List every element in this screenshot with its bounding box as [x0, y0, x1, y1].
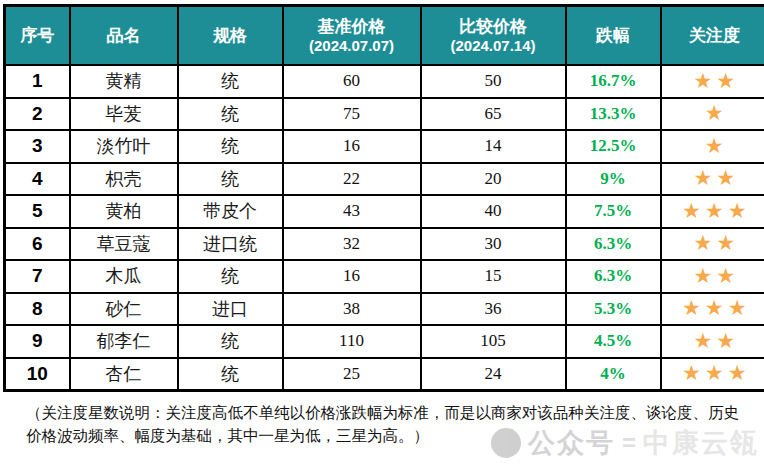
cell-compare-price: 15 [421, 260, 566, 293]
cell-base-price: 22 [283, 163, 421, 196]
star-rating: ★★ [661, 228, 764, 261]
table-row: 6 草豆蔻 进口统 32 30 6.3% ★★ [5, 228, 764, 261]
cell-spec: 带皮个 [178, 195, 283, 228]
cell-spec: 统 [178, 65, 283, 98]
cell-base-price: 32 [283, 228, 421, 261]
column-header-seq: 序号 [5, 6, 70, 66]
cell-seq: 5 [5, 195, 70, 228]
compare-price-title: 比较价格 [422, 16, 565, 37]
cell-name: 淡竹叶 [70, 130, 178, 163]
star-rating: ★ [661, 98, 764, 131]
cell-compare-price: 24 [421, 358, 566, 391]
cell-drop-pct: 4% [566, 358, 661, 391]
cell-seq: 9 [5, 325, 70, 358]
cell-drop-pct: 6.3% [566, 228, 661, 261]
cell-drop-pct: 5.3% [566, 293, 661, 326]
cell-spec: 进口统 [178, 228, 283, 261]
cell-base-price: 38 [283, 293, 421, 326]
table-row: 3 淡竹叶 统 16 14 12.5% ★ [5, 130, 764, 163]
cell-drop-pct: 4.5% [566, 325, 661, 358]
table-row: 5 黄柏 带皮个 43 40 7.5% ★★★ [5, 195, 764, 228]
cell-seq: 8 [5, 293, 70, 326]
cell-name: 黄柏 [70, 195, 178, 228]
cell-drop-pct: 12.5% [566, 130, 661, 163]
star-rating: ★★ [661, 163, 764, 196]
column-header-spec: 规格 [178, 6, 283, 66]
cell-drop-pct: 7.5% [566, 195, 661, 228]
star-rating: ★★★ [661, 195, 764, 228]
cell-name: 草豆蔻 [70, 228, 178, 261]
table-row: 4 枳壳 统 22 20 9% ★★ [5, 163, 764, 196]
cell-spec: 统 [178, 130, 283, 163]
table-row: 2 毕茇 统 75 65 13.3% ★ [5, 98, 764, 131]
column-header-compare-price: 比较价格 (2024.07.14) [421, 6, 566, 66]
cell-compare-price: 20 [421, 163, 566, 196]
header-row: 序号 品名 规格 基准价格 (2024.07.07) 比较价格 (2024.07… [5, 6, 764, 66]
column-header-attention: 关注度 [661, 6, 764, 66]
cell-spec: 统 [178, 358, 283, 391]
cell-base-price: 25 [283, 358, 421, 391]
cell-seq: 3 [5, 130, 70, 163]
cell-name: 木瓜 [70, 260, 178, 293]
cell-seq: 2 [5, 98, 70, 131]
star-rating: ★★★ [661, 293, 764, 326]
cell-drop-pct: 13.3% [566, 98, 661, 131]
cell-seq: 7 [5, 260, 70, 293]
cell-spec: 统 [178, 260, 283, 293]
base-price-date: (2024.07.07) [284, 37, 420, 56]
cell-base-price: 75 [283, 98, 421, 131]
cell-name: 枳壳 [70, 163, 178, 196]
star-rating: ★★ [661, 325, 764, 358]
table-row: 8 砂仁 进口 38 36 5.3% ★★★ [5, 293, 764, 326]
cell-compare-price: 50 [421, 65, 566, 98]
table-body: 1 黄精 统 60 50 16.7% ★★ 2 毕茇 统 75 65 13.3%… [5, 65, 764, 391]
table-row: 9 郁李仁 统 110 105 4.5% ★★ [5, 325, 764, 358]
cell-spec: 统 [178, 163, 283, 196]
cell-compare-price: 36 [421, 293, 566, 326]
star-rating: ★ [661, 130, 764, 163]
table-header: 序号 品名 规格 基准价格 (2024.07.07) 比较价格 (2024.07… [5, 6, 764, 66]
compare-price-date: (2024.07.14) [422, 37, 565, 56]
cell-name: 郁李仁 [70, 325, 178, 358]
cell-name: 毕茇 [70, 98, 178, 131]
cell-name: 砂仁 [70, 293, 178, 326]
table-row: 7 木瓜 统 16 15 6.3% ★★ [5, 260, 764, 293]
cell-seq: 1 [5, 65, 70, 98]
star-rating: ★★ [661, 65, 764, 98]
base-price-title: 基准价格 [284, 16, 420, 37]
cell-name: 杏仁 [70, 358, 178, 391]
cell-name: 黄精 [70, 65, 178, 98]
cell-base-price: 43 [283, 195, 421, 228]
cell-seq: 10 [5, 358, 70, 391]
column-header-name: 品名 [70, 6, 178, 66]
cell-spec: 统 [178, 98, 283, 131]
cell-base-price: 60 [283, 65, 421, 98]
cell-spec: 进口 [178, 293, 283, 326]
cell-base-price: 16 [283, 130, 421, 163]
star-rating: ★★★ [661, 358, 764, 391]
cell-compare-price: 30 [421, 228, 566, 261]
cell-seq: 4 [5, 163, 70, 196]
cell-spec: 统 [178, 325, 283, 358]
table-row: 10 杏仁 统 25 24 4% ★★★ [5, 358, 764, 391]
cell-drop-pct: 16.7% [566, 65, 661, 98]
cell-base-price: 110 [283, 325, 421, 358]
table-row: 1 黄精 统 60 50 16.7% ★★ [5, 65, 764, 98]
column-header-drop: 跌幅 [566, 6, 661, 66]
cell-compare-price: 40 [421, 195, 566, 228]
cell-base-price: 16 [283, 260, 421, 293]
cell-compare-price: 14 [421, 130, 566, 163]
star-rating: ★★ [661, 260, 764, 293]
cell-drop-pct: 6.3% [566, 260, 661, 293]
price-table-page: 序号 品名 规格 基准价格 (2024.07.07) 比较价格 (2024.07… [0, 0, 764, 464]
cell-compare-price: 105 [421, 325, 566, 358]
column-header-base-price: 基准价格 (2024.07.07) [283, 6, 421, 66]
attention-rating-note: （关注度星数说明：关注度高低不单纯以价格涨跌幅为标准，而是以商家对该品种关注度、… [26, 401, 748, 448]
cell-compare-price: 65 [421, 98, 566, 131]
cell-drop-pct: 9% [566, 163, 661, 196]
cell-seq: 6 [5, 228, 70, 261]
herb-price-table: 序号 品名 规格 基准价格 (2024.07.07) 比较价格 (2024.07… [3, 4, 764, 392]
